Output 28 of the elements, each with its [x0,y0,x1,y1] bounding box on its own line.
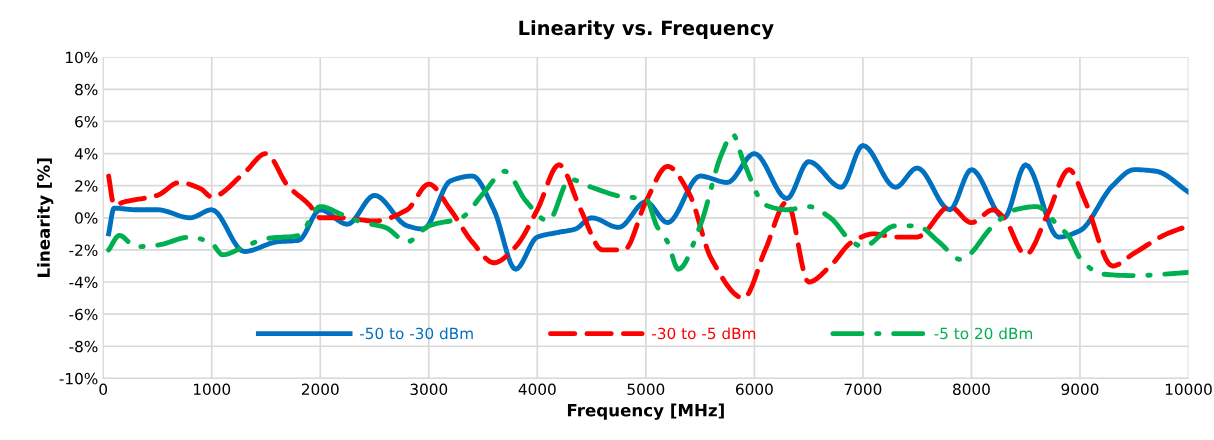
y-tick-label: 10% [66,51,98,64]
text: -50 to -30 dBm [359,327,473,340]
y-tick-label: 8% [75,83,98,96]
y-tick-label: 4% [74,148,98,160]
y-tick-label: -10% [59,372,98,385]
y-tick-label: -6% [69,308,98,321]
x-tick-label: 8000 [953,383,990,396]
y-tick-label: -4% [69,276,98,289]
x-tick-label: 3000 [410,383,448,396]
y-tick-label: 0% [75,212,98,224]
y-tick-label: -8% [69,340,98,353]
x-axis-title: Frequency [MHz] [567,403,724,420]
x-tick-label: 6000 [736,383,773,396]
y-axis-title: Linearity [%] [37,158,54,277]
x-tick-label: 7000 [844,383,882,396]
text: -30 to -5 dBm [652,327,756,340]
x-tick-label: 2000 [301,383,339,396]
x-tick-label: 1000 [193,383,231,396]
y-tick-label: 2% [75,180,98,192]
x-tick-label: 10000 [1165,383,1212,396]
x-tick-label: 4000 [518,383,556,396]
y-tick-label: -2% [69,244,98,256]
x-tick-label: 9000 [1061,383,1099,396]
y-tick-label: 6% [75,115,98,128]
x-tick-label: 0 [99,383,108,396]
text: -5 to 20 dBm [934,327,1033,340]
x-tick-label: 5000 [627,383,665,396]
chart-title: Linearity vs. Frequency [519,20,774,40]
